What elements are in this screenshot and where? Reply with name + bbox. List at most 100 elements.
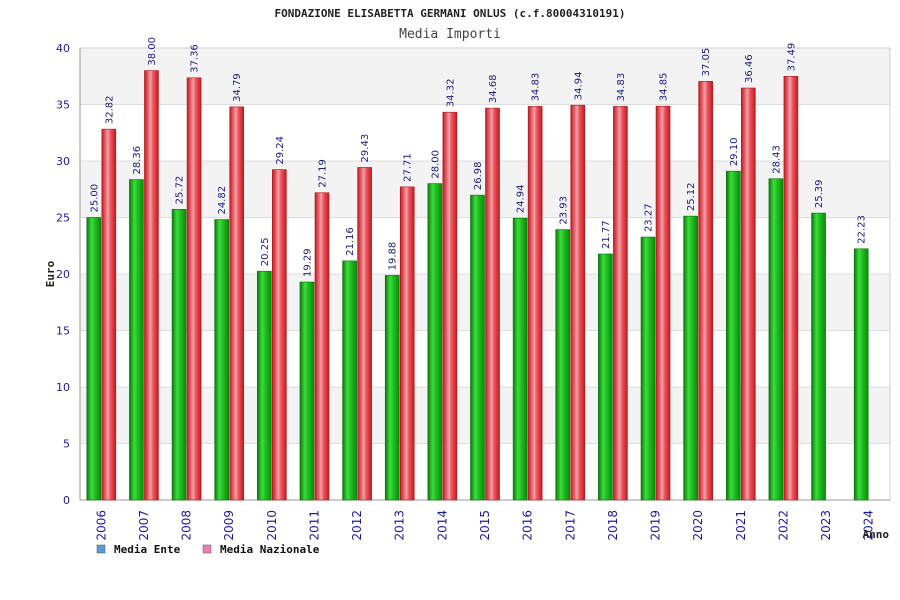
chart-title: FONDAZIONE ELISABETTA GERMANI ONLUS (c.f…	[275, 7, 626, 20]
y-tick-label: 15	[56, 325, 70, 338]
bar-media-nazionale-2014	[442, 111, 458, 501]
bar-media-nazionale-2018	[613, 106, 628, 501]
bar-media-ente-2020	[683, 215, 698, 501]
grid-band	[80, 387, 890, 444]
x-tick-label: 2016	[521, 510, 535, 541]
x-tick-label: 2011	[307, 510, 321, 541]
value-labels: 25.00 32.82 28.36 38.00 25.72 37.36 24.82 34.79…	[89, 37, 867, 277]
bar-media-nazionale-2016	[527, 106, 543, 501]
value-label: 29.24	[275, 136, 286, 165]
value-label: 37.49	[786, 43, 797, 72]
bar-media-ente-2013	[384, 275, 400, 501]
bar-media-nazionale-2010	[272, 169, 287, 501]
value-label: 29.10	[729, 138, 740, 167]
grid-band	[80, 443, 890, 500]
value-label: 22.23	[857, 215, 868, 244]
x-tick-label: 2018	[606, 510, 620, 541]
y-tick-label: 35	[56, 99, 70, 112]
value-label: 28.43	[771, 145, 782, 174]
y-tick-label: 10	[56, 381, 70, 394]
y-tick-label: 20	[56, 268, 70, 281]
grid-band	[80, 330, 890, 387]
x-axis-title: Anno	[863, 528, 890, 541]
value-label: 28.36	[132, 146, 143, 175]
value-label: 24.82	[217, 186, 228, 215]
y-tick-label: 5	[63, 438, 70, 451]
bar-media-nazionale-2006	[101, 128, 117, 501]
bar-media-ente-2007	[129, 179, 144, 501]
value-label: 25.39	[814, 179, 825, 208]
x-tick-label: 2024	[862, 510, 876, 541]
x-tick-label: 2007	[137, 510, 151, 541]
bar-media-nazionale-2019	[655, 105, 671, 501]
x-tick-labels: 2006 2007 2008 2009 2010 2011 2012 2013 2014 2015…	[94, 510, 875, 541]
y-tick-labels: 0 5 10 15 20 25 30 35 40	[56, 42, 70, 507]
value-label: 28.00	[430, 150, 441, 179]
value-label: 37.36	[190, 44, 201, 73]
bar-media-nazionale-2008	[186, 77, 202, 501]
grid-band	[80, 48, 890, 105]
value-label: 34.79	[232, 73, 243, 102]
value-label: 25.12	[686, 183, 697, 212]
y-axis-title: Euro	[44, 260, 57, 287]
bar-media-nazionale-2012	[357, 167, 372, 501]
bar-media-ente-2009	[214, 219, 230, 501]
grid-band	[80, 104, 890, 161]
value-label: 23.27	[644, 203, 655, 232]
bar-media-ente-2015	[470, 194, 485, 501]
x-tick-label: 2020	[691, 510, 705, 541]
bar-media-ente-2006	[86, 217, 102, 501]
y-tick-label: 0	[63, 494, 70, 507]
value-label: 20.25	[260, 238, 271, 267]
bar-media-nazionale-2011	[314, 192, 330, 501]
value-label: 37.05	[701, 48, 712, 77]
bar-media-nazionale-2017	[570, 104, 586, 501]
bar-media-ente-2010	[257, 270, 272, 501]
value-label: 34.32	[445, 79, 456, 108]
legend-label-media-ente: Media Ente	[114, 543, 181, 556]
x-tick-label: 2009	[222, 510, 236, 541]
legend-label-media-nazionale: Media Nazionale	[220, 543, 320, 556]
bar-media-ente-2008	[171, 209, 187, 501]
bar-media-ente-2023	[811, 212, 826, 501]
x-tick-label: 2012	[350, 510, 364, 541]
bar-media-nazionale-2022	[783, 76, 799, 501]
x-tick-label: 2017	[563, 510, 577, 541]
value-label: 34.83	[531, 73, 542, 102]
bar-media-nazionale-2009	[229, 106, 245, 501]
bar-media-nazionale-2007	[144, 70, 159, 501]
value-label: 36.46	[744, 54, 755, 83]
value-label: 34.85	[659, 73, 670, 102]
legend-swatch-media-ente	[96, 544, 106, 554]
bar-media-nazionale-2015	[485, 107, 500, 501]
x-tick-label: 2023	[819, 510, 833, 541]
value-label: 24.94	[516, 185, 527, 214]
value-label: 19.88	[388, 242, 399, 271]
bar-media-ente-2016	[512, 217, 528, 501]
x-tick-label: 2006	[94, 510, 108, 541]
value-label: 19.29	[302, 248, 313, 277]
bar-media-ente-2018	[598, 253, 613, 501]
bar-media-nazionale-2020	[698, 81, 713, 501]
value-label: 21.16	[345, 227, 356, 256]
x-tick-label: 2013	[393, 510, 407, 541]
value-label: 29.43	[360, 134, 371, 163]
x-tick-label: 2022	[776, 510, 790, 541]
y-tick-label: 25	[56, 212, 70, 225]
x-tick-label: 2014	[435, 510, 449, 541]
value-label: 38.00	[147, 37, 158, 66]
bar-media-ente-2017	[555, 229, 571, 501]
bar-media-ente-2012	[342, 260, 357, 501]
grid-band	[80, 161, 890, 218]
bar-media-ente-2021	[725, 170, 741, 501]
x-tick-label: 2019	[649, 510, 663, 541]
x-tick-label: 2010	[265, 510, 279, 541]
value-label: 26.98	[473, 161, 484, 190]
grid-band	[80, 217, 890, 274]
bar-media-ente-2011	[299, 281, 315, 501]
x-tick-label: 2021	[734, 510, 748, 541]
value-label: 27.19	[317, 159, 328, 188]
value-label: 23.93	[558, 196, 569, 225]
grid-band	[80, 274, 890, 331]
